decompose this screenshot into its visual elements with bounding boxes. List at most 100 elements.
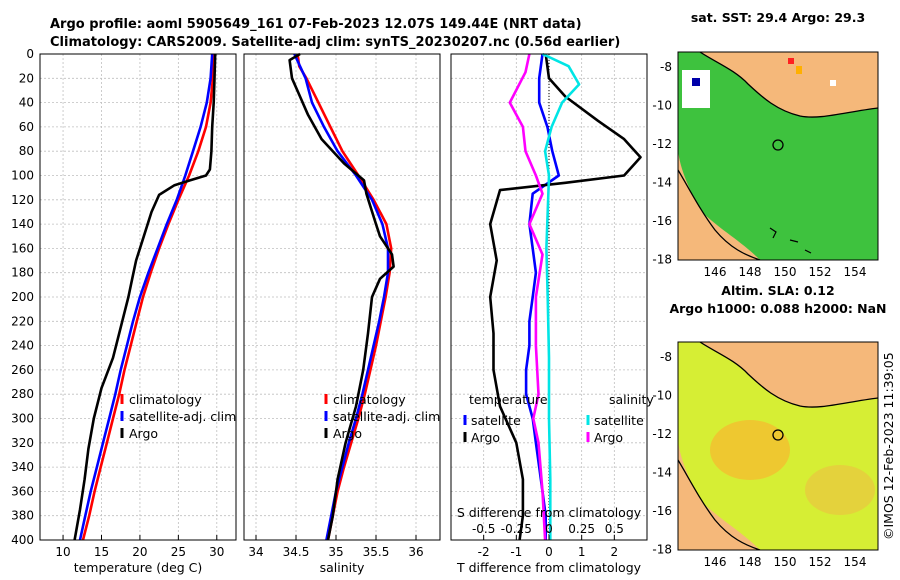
map-lon-tick: 150: [774, 265, 797, 279]
x-tick-label: 2: [611, 545, 619, 559]
legend-label: satellite-adj. clim: [129, 409, 236, 424]
y-tick-label: 300: [11, 412, 34, 426]
sla-map-frame: [677, 341, 879, 551]
x-tick-label: 34.5: [283, 545, 310, 559]
y-tick-label: 0: [26, 47, 34, 61]
sst-cloud-gap: [682, 70, 710, 108]
map-lat-tick: -14: [652, 176, 672, 190]
y-tick-label: 380: [11, 509, 34, 523]
series-climatology: [296, 53, 393, 541]
sst-warm-pixel-2: [796, 66, 802, 74]
profile-panels: 10 15 20 25 30020406080100120140160180200220…: [11, 47, 654, 575]
x-tick-label: 0: [545, 545, 553, 559]
x-tick-label: 10: [55, 545, 70, 559]
y-tick-label: 220: [11, 314, 34, 328]
map-lon-tick: 146: [704, 555, 727, 569]
legend-label: Argo: [333, 426, 362, 441]
sst-warm-pixel: [788, 58, 794, 64]
legend-label: satellite-adj. clim: [333, 409, 440, 424]
panel-frame: [39, 53, 237, 541]
sst-float-marker: [772, 139, 784, 151]
sst-coastline: [699, 52, 878, 118]
sst-cloud-pixel: [830, 80, 836, 86]
map-lon-tick: 152: [809, 265, 832, 279]
y-tick-label: 340: [11, 460, 34, 474]
panel-temperature: 10 15 20 25 30020406080100120140160180200220…: [11, 47, 237, 575]
y-tick-label: 40: [19, 96, 34, 110]
legend-temp-header: temperature: [469, 392, 548, 407]
series-s-argo: [508, 53, 547, 541]
sst-islands: [769, 227, 812, 254]
sla-high-3: [710, 420, 790, 480]
y-tick-label: 20: [19, 71, 34, 85]
y-tick-label: 160: [11, 241, 34, 255]
y-tick-label: 120: [11, 193, 34, 207]
sla-map: Altim. SLA: 0.12 Argo h1000: 0.088 h2000…: [669, 283, 887, 551]
s-diff-tick: 0: [545, 522, 553, 536]
sst-aus-coastline: [678, 169, 761, 260]
y-tick-label: 260: [11, 363, 34, 377]
map-lat-tick: -8: [660, 350, 672, 364]
sla-coastline: [699, 342, 878, 408]
x-tick-label: 35.5: [363, 545, 390, 559]
panel-difference_from_climatology: -2 -1 0 1 2T difference from climatology temp…: [450, 52, 654, 575]
s-diff-tick: -0.25: [501, 522, 532, 536]
map-lon-tick: 148: [739, 555, 762, 569]
x-tick-label: 20: [132, 545, 147, 559]
map-lon-tick: 150: [774, 555, 797, 569]
s-diff-tick: 0.25: [568, 522, 595, 536]
x-axis-label: temperature (deg C): [74, 560, 203, 575]
map-lat-tick: -8: [660, 60, 672, 74]
y-tick-label: 100: [11, 169, 34, 183]
map-lon-tick: 154: [844, 555, 867, 569]
map-lon-tick: 152: [809, 555, 832, 569]
map-lon-tick: 154: [844, 265, 867, 279]
x-tick-label: 1: [578, 545, 586, 559]
series-climatology: [81, 53, 215, 541]
sla-high-4: [805, 465, 875, 515]
map-lat-tick: -10: [652, 389, 672, 403]
y-tick-label: 80: [19, 144, 34, 158]
legend-label: Argo: [594, 430, 623, 445]
sla-map-title-1: Altim. SLA: 0.12: [721, 283, 834, 298]
series-argo: [288, 52, 395, 541]
x-tick-label: 36: [408, 545, 423, 559]
panel-frame: [243, 53, 441, 541]
legend-label: Argo: [471, 430, 500, 445]
y-tick-label: 180: [11, 266, 34, 280]
sla-aus-coastline: [678, 459, 761, 550]
x-tick-label: 35: [328, 545, 343, 559]
series-satellite-adj-clim: [78, 53, 214, 541]
sst-map-title: sat. SST: 29.4 Argo: 29.3: [691, 10, 865, 25]
map-lat-tick: -12: [652, 427, 672, 441]
series-satellite-adj-clim: [293, 53, 390, 541]
s-diff-label: S difference from climatology: [457, 505, 642, 520]
sst-map: sat. SST: 29.4 Argo: 29.3: [677, 10, 879, 261]
y-tick-label: 60: [19, 120, 34, 134]
x-tick-label: 25: [171, 545, 186, 559]
y-tick-label: 240: [11, 339, 34, 353]
s-diff-tick: 0.5: [605, 522, 624, 536]
x-tick-label: 30: [209, 545, 224, 559]
panel-salinity: 34 34.5 35 35.5 36 salinity climatology satelli…: [243, 52, 441, 575]
y-tick-label: 400: [11, 533, 34, 547]
x-tick-label: 34: [248, 545, 263, 559]
map-lat-tick: -14: [652, 466, 672, 480]
x-tick-label: -1: [510, 545, 522, 559]
series-s-satellite: [541, 52, 581, 540]
y-tick-label: 280: [11, 387, 34, 401]
credit-text: ©IMOS 12-Feb-2023 11:39:05: [881, 352, 896, 540]
legend-sal-header: salinity: [609, 392, 654, 407]
sst-map-frame: [677, 51, 879, 261]
map-lat-tick: -10: [652, 99, 672, 113]
x-axis-label: salinity: [320, 560, 365, 575]
map-lat-tick: -18: [652, 253, 672, 267]
map-lon-tick: 148: [739, 265, 762, 279]
legend-label: climatology: [333, 392, 406, 407]
s-diff-tick: -0.5: [472, 522, 495, 536]
legend-label: climatology: [129, 392, 202, 407]
sst-cold-pixel: [692, 78, 700, 86]
map-lat-tick: -12: [652, 137, 672, 151]
legend-label: satellite: [594, 413, 644, 428]
y-tick-label: 200: [11, 290, 34, 304]
